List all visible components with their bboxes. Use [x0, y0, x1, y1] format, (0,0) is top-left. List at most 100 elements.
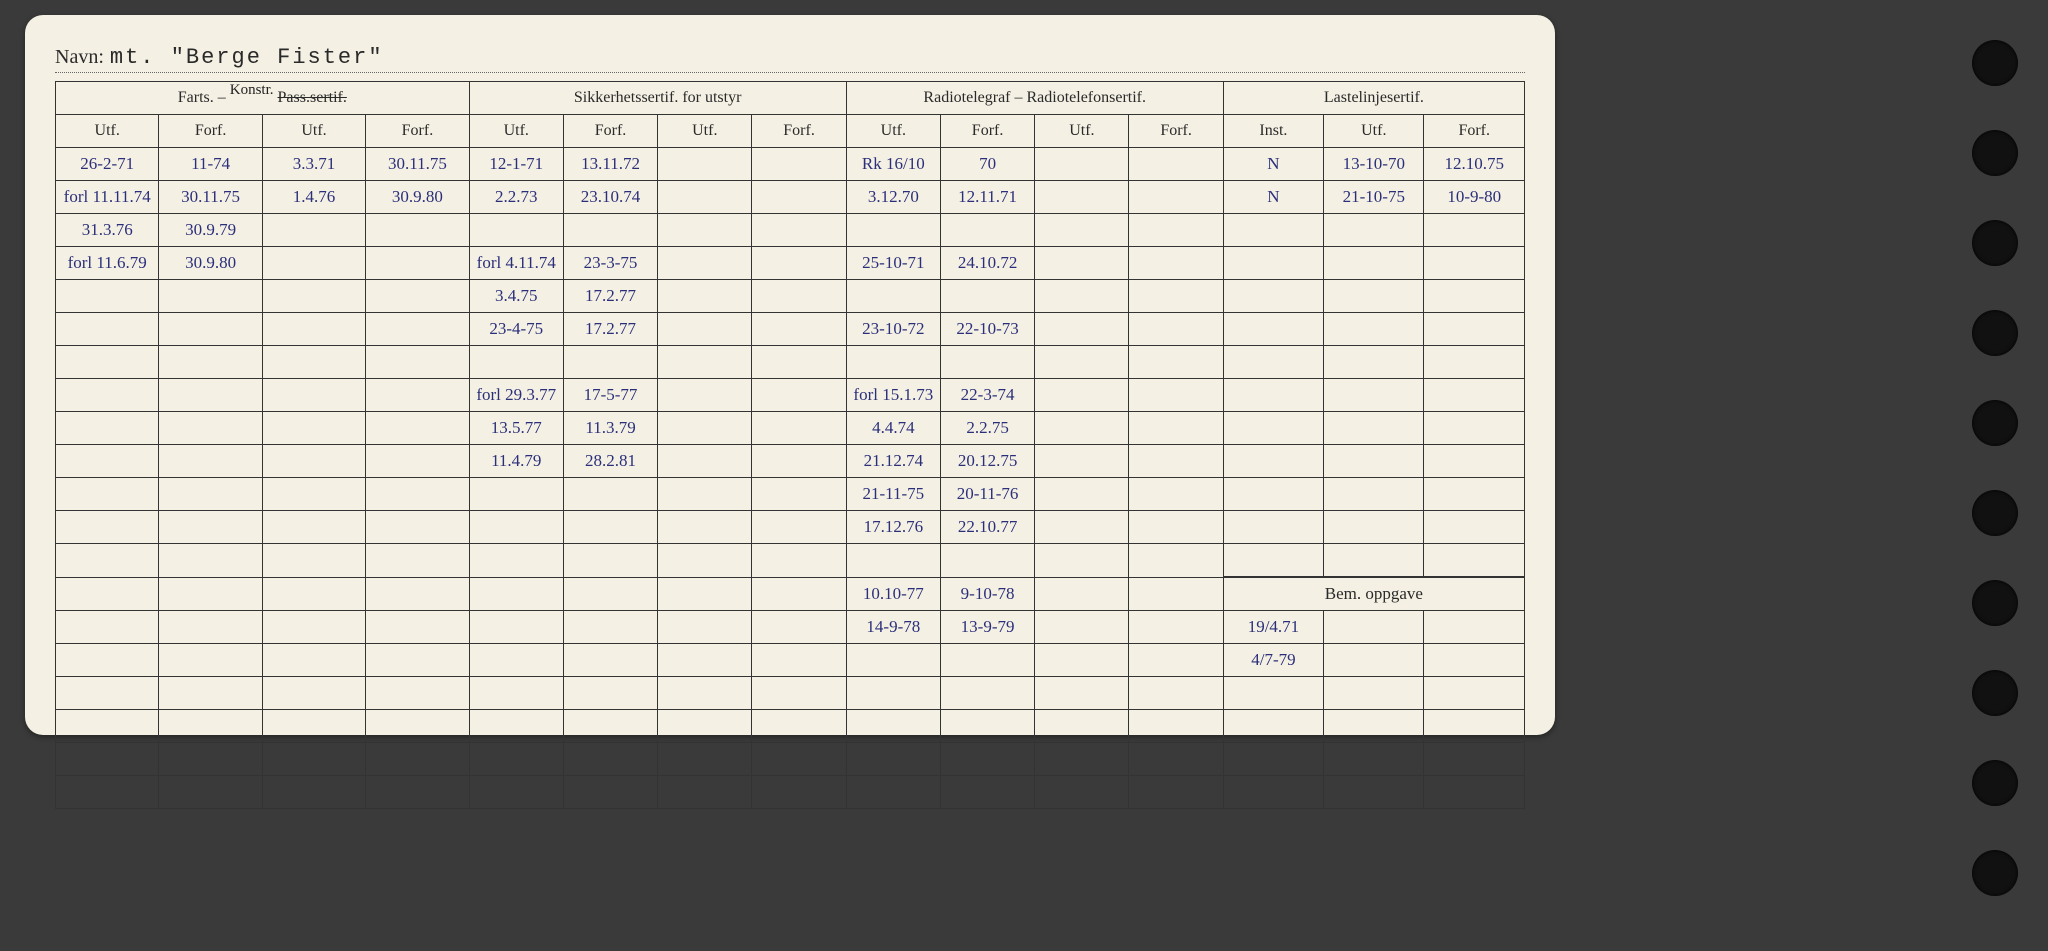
cell: [1035, 611, 1129, 644]
cell: [1223, 346, 1323, 379]
sub-forf: Forf.: [563, 115, 657, 148]
navn-label: Navn:: [55, 46, 104, 69]
cell: [56, 313, 159, 346]
cell: [1129, 280, 1223, 313]
cell: [940, 214, 1034, 247]
cell: forl 15.1.73: [846, 379, 940, 412]
cell: [752, 445, 846, 478]
cell: [658, 478, 752, 511]
cell: 22-10-73: [940, 313, 1034, 346]
cell: 9-10-78: [940, 577, 1034, 611]
cell: [469, 611, 563, 644]
cell: 3.12.70: [846, 181, 940, 214]
cell: [469, 544, 563, 578]
cell: [1035, 743, 1129, 776]
cell: [658, 247, 752, 280]
cell: [1129, 776, 1223, 809]
cell: 3.4.75: [469, 280, 563, 313]
sub-forf: Forf.: [366, 115, 469, 148]
header-group-row: Farts. – Konstr. Pass.sertif. Sikkerhets…: [56, 82, 1525, 115]
cell: 17-5-77: [563, 379, 657, 412]
cell: [56, 544, 159, 578]
cell: [366, 379, 469, 412]
cell: [658, 611, 752, 644]
cell: [366, 247, 469, 280]
cell: [469, 511, 563, 544]
cell: [469, 214, 563, 247]
sub-forf: Forf.: [1424, 115, 1525, 148]
header-sub-row: Utf. Forf. Utf. Forf. Utf. Forf. Utf. Fo…: [56, 115, 1525, 148]
cell: [1324, 346, 1424, 379]
cell: [658, 181, 752, 214]
cell: [1324, 280, 1424, 313]
cell: [56, 577, 159, 611]
cell: [1324, 247, 1424, 280]
table-row: forl 11.6.7930.9.80forl 4.11.7423-3-7525…: [56, 247, 1525, 280]
cell: [1324, 214, 1424, 247]
table-row: 17.12.7622.10.77: [56, 511, 1525, 544]
cell: [469, 743, 563, 776]
cell: 1.4.76: [262, 181, 365, 214]
group-laste: Lastelinjesertif.: [1223, 82, 1524, 115]
bem-cell: [1223, 677, 1323, 710]
cell: [366, 511, 469, 544]
cell: [56, 379, 159, 412]
cell: [262, 445, 365, 478]
cell: [1129, 379, 1223, 412]
cell: [563, 577, 657, 611]
cell: 17.2.77: [563, 280, 657, 313]
cell: [366, 710, 469, 743]
cell: N: [1223, 148, 1323, 181]
cell: [1129, 445, 1223, 478]
cell: [56, 776, 159, 809]
cell: [366, 280, 469, 313]
table-row: 11.4.7928.2.8121.12.7420.12.75: [56, 445, 1525, 478]
table-row: [56, 346, 1525, 379]
cell: 21-10-75: [1324, 181, 1424, 214]
page: Navn: mt. "Berge Fister" Farts. – Konstr…: [0, 0, 2048, 951]
cell: [1035, 445, 1129, 478]
cell: [1035, 577, 1129, 611]
cell: [1223, 478, 1323, 511]
cell: [56, 644, 159, 677]
cell: [1129, 478, 1223, 511]
cell: [846, 710, 940, 743]
cell: [752, 544, 846, 578]
cell: [1129, 611, 1223, 644]
table-row: 13.5.7711.3.794.4.742.2.75: [56, 412, 1525, 445]
table-row: [56, 743, 1525, 776]
sub-utf: Utf.: [1035, 115, 1129, 148]
cell: [752, 412, 846, 445]
cell: 21.12.74: [846, 445, 940, 478]
cell: [563, 677, 657, 710]
cell: [658, 445, 752, 478]
cell: [846, 346, 940, 379]
cell: 4.4.74: [846, 412, 940, 445]
cell: [469, 478, 563, 511]
bem-cell: [1324, 611, 1424, 644]
cell: [1424, 544, 1525, 578]
cell: [56, 478, 159, 511]
cell: [940, 743, 1034, 776]
cell: 23-10-72: [846, 313, 940, 346]
cell: [1324, 412, 1424, 445]
cell: 30.11.75: [159, 181, 262, 214]
sub-utf: Utf.: [1324, 115, 1424, 148]
cell: 70: [940, 148, 1034, 181]
cell: [1129, 710, 1223, 743]
cell: [563, 776, 657, 809]
cell: 28.2.81: [563, 445, 657, 478]
cell: [658, 379, 752, 412]
table-row: 31.3.7630.9.79: [56, 214, 1525, 247]
cell: 17.2.77: [563, 313, 657, 346]
cell: [1223, 412, 1323, 445]
cell: 13-9-79: [940, 611, 1034, 644]
cell: [1035, 181, 1129, 214]
cell: [1223, 313, 1323, 346]
table-row: forl 11.11.7430.11.751.4.7630.9.802.2.73…: [56, 181, 1525, 214]
cell: [366, 346, 469, 379]
cell: [1223, 445, 1323, 478]
cell: 22.10.77: [940, 511, 1034, 544]
cell: [159, 379, 262, 412]
cell: [846, 776, 940, 809]
